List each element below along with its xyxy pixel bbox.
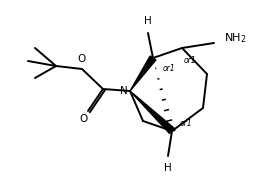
Text: or1: or1 [163, 64, 176, 73]
Text: N: N [120, 86, 128, 96]
Text: H: H [164, 163, 172, 173]
Text: or1: or1 [180, 119, 193, 128]
Text: O: O [77, 54, 85, 64]
Polygon shape [130, 56, 156, 91]
Polygon shape [130, 91, 174, 134]
Text: O: O [79, 114, 87, 124]
Text: NH$_2$: NH$_2$ [224, 31, 247, 45]
Text: H: H [144, 16, 152, 26]
Text: or1: or1 [184, 56, 197, 65]
